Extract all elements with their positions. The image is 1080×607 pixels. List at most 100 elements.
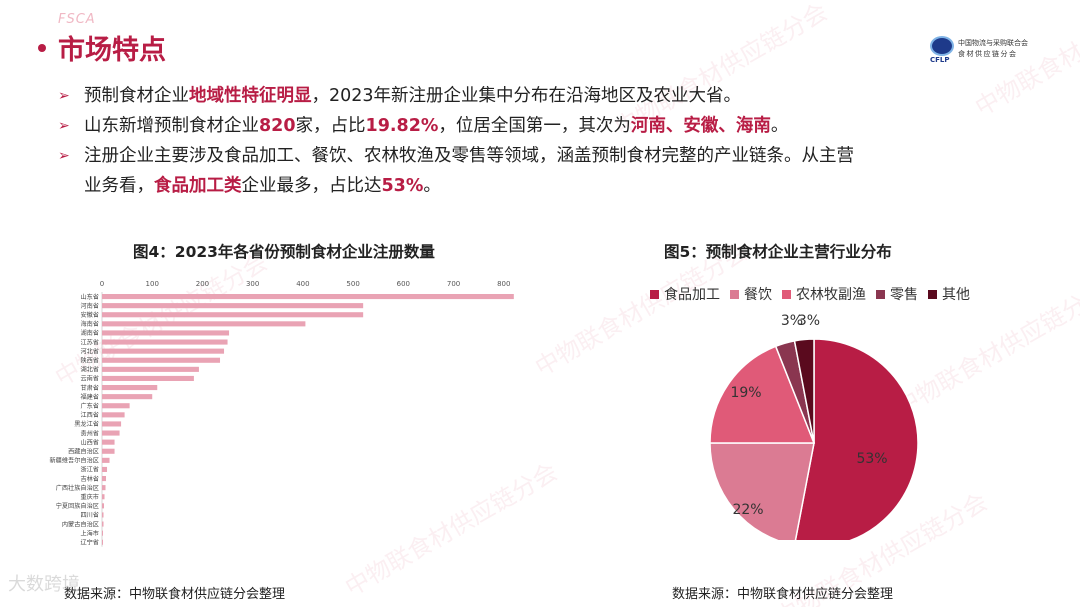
legend-swatch bbox=[782, 290, 791, 299]
highlight-text: 地域性特征明显 bbox=[189, 86, 312, 106]
bar bbox=[102, 357, 221, 363]
legend-swatch bbox=[650, 290, 659, 299]
pie-data-label: 3% bbox=[798, 313, 820, 329]
category-label: 贵州省 bbox=[80, 429, 99, 437]
category-label: 福建省 bbox=[80, 393, 99, 401]
category-label: 河北省 bbox=[80, 347, 99, 355]
category-label: 宁夏回族自治区 bbox=[56, 502, 99, 510]
bar bbox=[102, 476, 107, 482]
bullet-list: ➢ 预制食材企业地域性特征明显，2023年新注册企业集中分布在沿海地区及农业大省。… bbox=[58, 82, 1048, 202]
pie-data-label: 3% bbox=[781, 313, 803, 329]
x-tick-label: 0 bbox=[100, 280, 104, 288]
bar bbox=[102, 394, 153, 400]
bullet-item: ➢ 山东新增预制食材企业820家，占比19.82%，位居全国第一，其次为河南、安徽… bbox=[58, 112, 1048, 140]
x-tick-label: 300 bbox=[246, 280, 259, 288]
bullet-text: 企业最多，占比达 bbox=[241, 176, 382, 196]
category-label: 湖南省 bbox=[80, 329, 99, 337]
highlight-text: 820 bbox=[259, 116, 296, 136]
legend-swatch bbox=[928, 290, 937, 299]
corner-watermark: 大数跨境 bbox=[8, 574, 80, 595]
bar bbox=[102, 348, 225, 354]
bar bbox=[102, 421, 122, 427]
bar-chart-title: 图4：2023年各省份预制食材企业注册数量 bbox=[133, 243, 435, 261]
title-bullet-icon bbox=[38, 43, 46, 52]
legend-swatch bbox=[730, 290, 739, 299]
category-label: 吉林省 bbox=[80, 475, 99, 483]
x-tick-label: 500 bbox=[346, 280, 359, 288]
category-label: 新疆维吾尔自治区 bbox=[50, 457, 100, 465]
pie-slice bbox=[709, 345, 816, 444]
bar bbox=[102, 312, 364, 318]
bullet-item: ➢ 注册企业主要涉及食品加工、餐饮、农林牧渔及零售等领域，涵盖预制食材完整的产业链… bbox=[58, 142, 1048, 170]
category-label: 河南省 bbox=[80, 302, 99, 310]
bar bbox=[102, 439, 115, 445]
bar bbox=[102, 366, 199, 372]
bar bbox=[102, 494, 105, 500]
highlight-text: 53% bbox=[381, 176, 424, 196]
bar bbox=[102, 521, 104, 527]
pie-data-label: 19% bbox=[730, 385, 761, 401]
highlight-text: 19.82% bbox=[365, 116, 439, 136]
header-mark: FSCA bbox=[58, 12, 96, 27]
bar bbox=[102, 403, 130, 409]
legend-label: 农林牧副渔 bbox=[796, 287, 866, 303]
category-label: 上海市 bbox=[80, 529, 99, 537]
bar bbox=[102, 294, 514, 300]
legend-label: 零售 bbox=[890, 287, 918, 303]
category-label: 广西壮族自治区 bbox=[56, 484, 99, 492]
bar bbox=[102, 512, 104, 518]
logo-org-name: 中国物流与采购联合会 bbox=[958, 39, 1028, 47]
bar bbox=[102, 448, 115, 454]
bullet-text: 预制食材企业 bbox=[84, 86, 189, 106]
legend-label: 食品加工 bbox=[664, 286, 720, 303]
arrow-bullet-icon: ➢ bbox=[58, 148, 70, 164]
bar bbox=[102, 303, 364, 309]
bullet-continuation: 业务看，食品加工类企业最多，占比达53%。 bbox=[58, 172, 1048, 200]
legend-label: 其他 bbox=[942, 287, 970, 303]
pie-data-label: 22% bbox=[732, 502, 763, 518]
pie-slice bbox=[709, 442, 815, 540]
bullet-text: 。 bbox=[423, 176, 441, 196]
bar bbox=[102, 385, 158, 391]
bar bbox=[102, 375, 194, 381]
bar bbox=[102, 485, 106, 491]
bar bbox=[102, 457, 110, 463]
bar bbox=[102, 430, 120, 436]
pie-data-label: 53% bbox=[856, 451, 887, 467]
page-title: 市场特点 bbox=[58, 35, 166, 66]
category-label: 重庆市 bbox=[80, 493, 99, 501]
x-tick-label: 600 bbox=[397, 280, 410, 288]
arrow-bullet-icon: ➢ bbox=[58, 88, 70, 104]
bullet-text: ，位居全国第一，其次为 bbox=[438, 116, 631, 136]
category-label: 安徽省 bbox=[80, 311, 99, 319]
bar bbox=[102, 466, 108, 472]
pie-chart-title: 图5：预制食材企业主营行业分布 bbox=[664, 243, 892, 261]
pie-chart-source: 数据来源：中物联食材供应链分会整理 bbox=[672, 587, 894, 602]
category-label: 江苏省 bbox=[80, 338, 99, 346]
x-tick-label: 100 bbox=[146, 280, 159, 288]
title-row: 市场特点 bbox=[38, 28, 166, 67]
category-label: 江西省 bbox=[80, 411, 99, 419]
category-label: 湖北省 bbox=[80, 366, 99, 374]
highlight-text: 河南、安徽、海南 bbox=[630, 116, 771, 136]
bar bbox=[102, 339, 228, 345]
bullet-text: ，2023年新注册企业集中分布在沿海地区及农业大省。 bbox=[311, 86, 742, 106]
category-label: 山西省 bbox=[80, 438, 99, 446]
arrow-bullet-icon: ➢ bbox=[58, 118, 70, 134]
legend-swatch bbox=[876, 290, 885, 299]
category-label: 广东省 bbox=[80, 402, 99, 410]
bar-chart: 0 100 200 300 400 500 600 700 800 山东省河南省安徽省海南省湖南省… bbox=[50, 280, 514, 547]
bullet-text: 注册企业主要涉及食品加工、餐饮、农林牧渔及零售等领域，涵盖预制食材完整的产业链条… bbox=[84, 146, 854, 166]
bullet-text: 。 bbox=[770, 116, 789, 136]
category-label: 黑龙江省 bbox=[74, 420, 99, 428]
pie-slice bbox=[794, 338, 919, 540]
category-label: 浙江省 bbox=[80, 466, 99, 474]
x-tick-label: 800 bbox=[497, 280, 510, 288]
bar bbox=[102, 330, 230, 336]
category-label: 山东省 bbox=[80, 293, 99, 301]
category-label: 云南省 bbox=[80, 375, 99, 383]
pie-chart: 食品加工 餐饮 农林牧副渔 零售 其他 53% 22% 19% 3%3% bbox=[650, 286, 970, 540]
bullet-item: ➢ 预制食材企业地域性特征明显，2023年新注册企业集中分布在沿海地区及农业大省。 bbox=[58, 82, 1048, 110]
category-label: 四川省 bbox=[80, 511, 99, 519]
